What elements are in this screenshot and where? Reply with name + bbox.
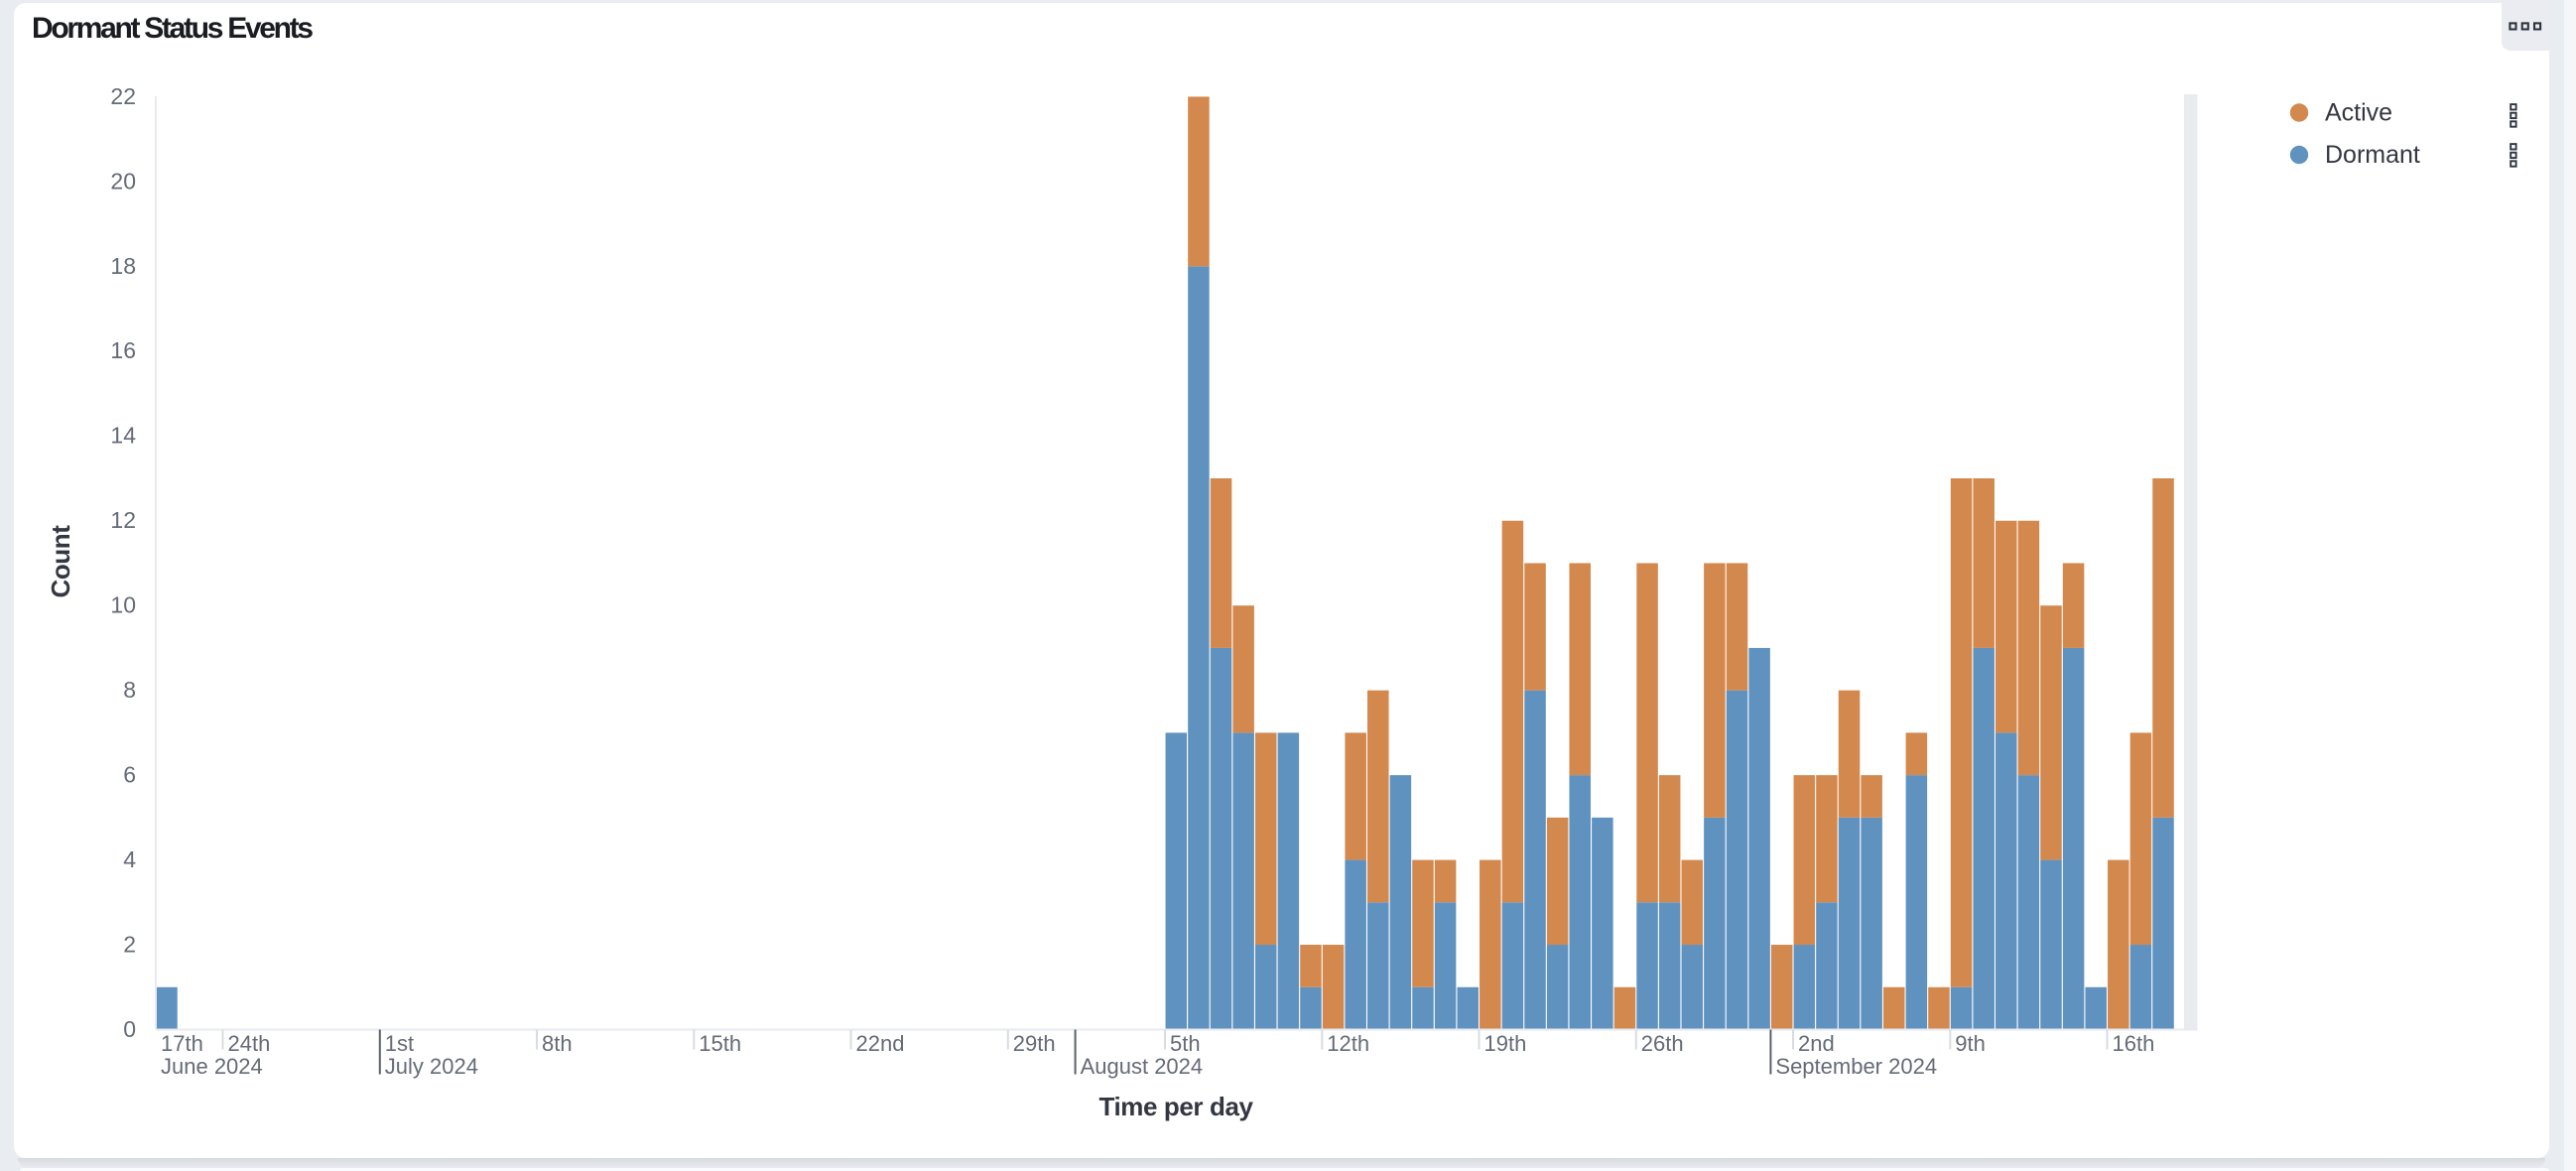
svg-text:1st: 1st <box>385 1031 414 1056</box>
svg-text:2: 2 <box>123 931 136 957</box>
svg-text:8th: 8th <box>542 1031 573 1056</box>
svg-text:24th: 24th <box>228 1031 271 1056</box>
svg-text:19th: 19th <box>1484 1031 1527 1056</box>
svg-text:18: 18 <box>110 253 136 279</box>
svg-text:15th: 15th <box>699 1031 741 1056</box>
svg-text:12: 12 <box>110 507 136 533</box>
svg-text:July 2024: July 2024 <box>385 1054 478 1079</box>
svg-text:September 2024: September 2024 <box>1775 1054 1937 1079</box>
svg-text:0: 0 <box>123 1016 136 1042</box>
svg-text:16: 16 <box>110 337 136 363</box>
svg-text:9th: 9th <box>1955 1031 1986 1056</box>
svg-text:14: 14 <box>110 423 136 449</box>
svg-text:2nd: 2nd <box>1798 1031 1835 1056</box>
svg-text:12th: 12th <box>1327 1031 1369 1056</box>
svg-text:26th: 26th <box>1641 1031 1684 1056</box>
svg-text:10: 10 <box>110 592 136 618</box>
svg-text:June 2024: June 2024 <box>161 1054 263 1079</box>
svg-text:17th: 17th <box>161 1031 203 1056</box>
svg-text:Time per day: Time per day <box>1098 1092 1253 1121</box>
svg-text:4: 4 <box>123 846 136 872</box>
svg-text:August 2024: August 2024 <box>1081 1054 1204 1079</box>
svg-text:8: 8 <box>123 677 136 703</box>
svg-text:Count: Count <box>46 525 75 598</box>
svg-text:16th: 16th <box>2113 1031 2155 1056</box>
svg-text:5th: 5th <box>1170 1031 1201 1056</box>
svg-text:29th: 29th <box>1013 1031 1056 1056</box>
svg-text:Active: Active <box>2325 99 2392 127</box>
svg-text:20: 20 <box>110 168 136 194</box>
svg-text:6: 6 <box>123 762 136 788</box>
svg-text:22: 22 <box>110 83 136 109</box>
svg-text:Dormant: Dormant <box>2325 141 2420 169</box>
svg-text:22nd: 22nd <box>856 1031 905 1056</box>
